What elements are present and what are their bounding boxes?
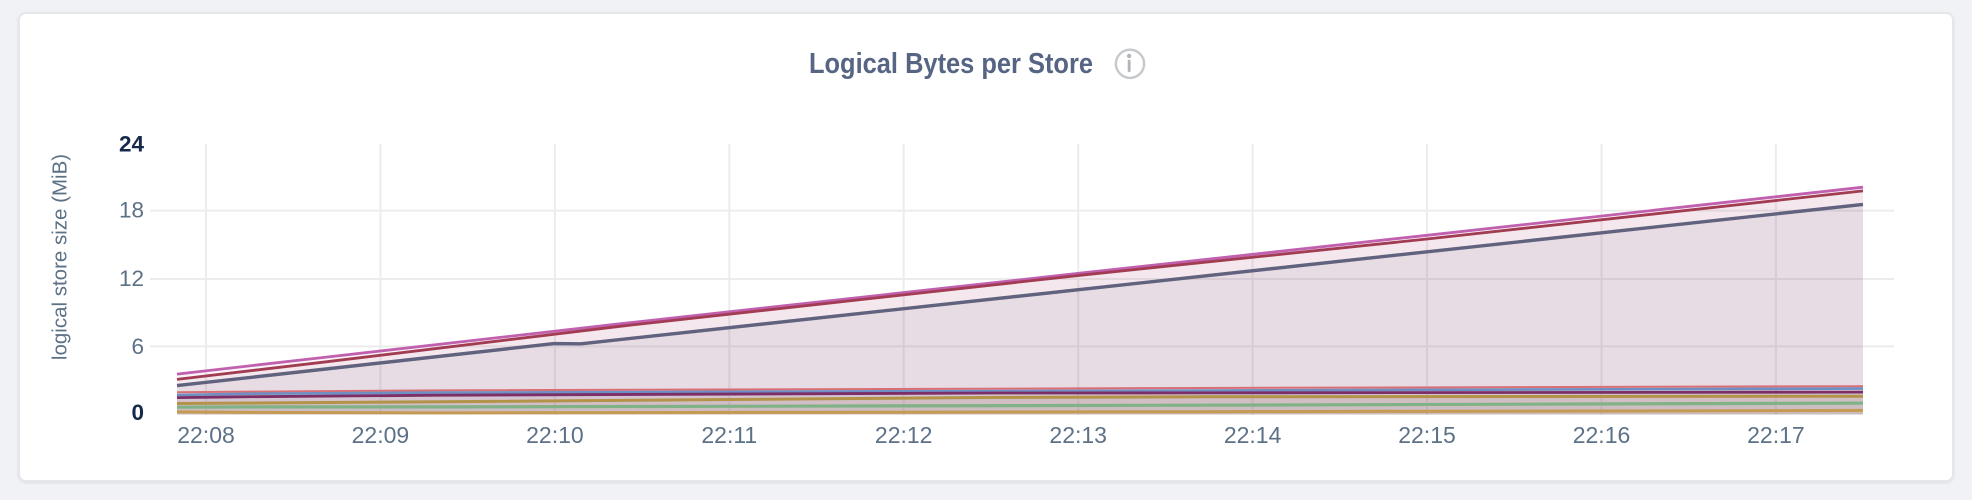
svg-text:22:08: 22:08 <box>177 422 235 448</box>
svg-text:logical store size (MiB): logical store size (MiB) <box>49 154 72 360</box>
svg-text:12: 12 <box>119 266 144 291</box>
svg-text:22:17: 22:17 <box>1747 422 1805 448</box>
svg-text:Logical Bytes per Store: Logical Bytes per Store <box>809 48 1093 80</box>
svg-text:22:09: 22:09 <box>352 422 410 448</box>
svg-text:22:16: 22:16 <box>1573 422 1631 448</box>
svg-text:22:13: 22:13 <box>1049 422 1107 448</box>
svg-text:22:11: 22:11 <box>701 422 757 448</box>
svg-text:22:14: 22:14 <box>1224 422 1282 448</box>
svg-text:6: 6 <box>131 334 144 359</box>
svg-text:18: 18 <box>119 198 144 223</box>
svg-text:0: 0 <box>131 400 144 425</box>
svg-text:24: 24 <box>119 132 145 157</box>
svg-text:22:15: 22:15 <box>1398 422 1456 448</box>
svg-text:22:12: 22:12 <box>875 422 933 448</box>
svg-text:22:10: 22:10 <box>526 422 584 448</box>
